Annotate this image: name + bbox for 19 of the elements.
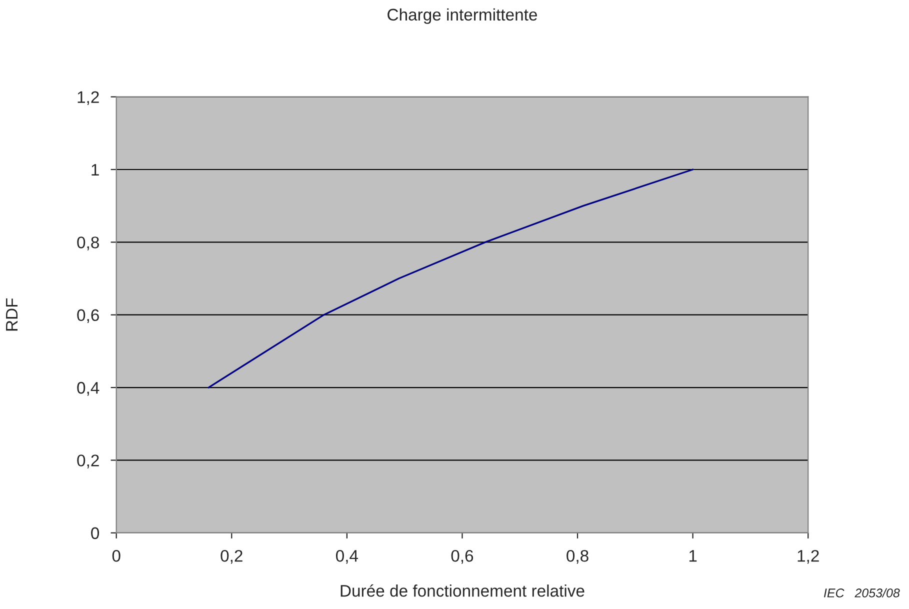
- x-tick-label: 1: [689, 550, 697, 562]
- x-tick-label: 0,4: [336, 550, 358, 564]
- y-tick-label: 0,6: [77, 309, 99, 324]
- y-tick-label: 0,8: [77, 236, 99, 250]
- y-tick-label: 1,2: [78, 91, 99, 106]
- x-tick-label: 0,6: [451, 550, 474, 564]
- x-tick-label: 1,2: [798, 550, 819, 564]
- chart-title: Charge intermittente: [388, 8, 537, 24]
- y-tick-label: 1: [92, 164, 99, 176]
- y-tick-label: 0,4: [77, 382, 100, 396]
- x-tick-label: 0,2: [220, 550, 242, 564]
- y-axis-title: RDF: [6, 298, 18, 331]
- line-series: [208, 168, 694, 388]
- y-tick-label: 0,2: [77, 454, 99, 468]
- x-axis-title: Durée de fonctionnement relative: [340, 584, 584, 597]
- x-tick-label: 0,8: [566, 550, 588, 564]
- y-tick-label: 0: [91, 527, 100, 540]
- x-tick-label: 0: [112, 550, 120, 562]
- text: IEC 2053/08: [824, 588, 900, 598]
